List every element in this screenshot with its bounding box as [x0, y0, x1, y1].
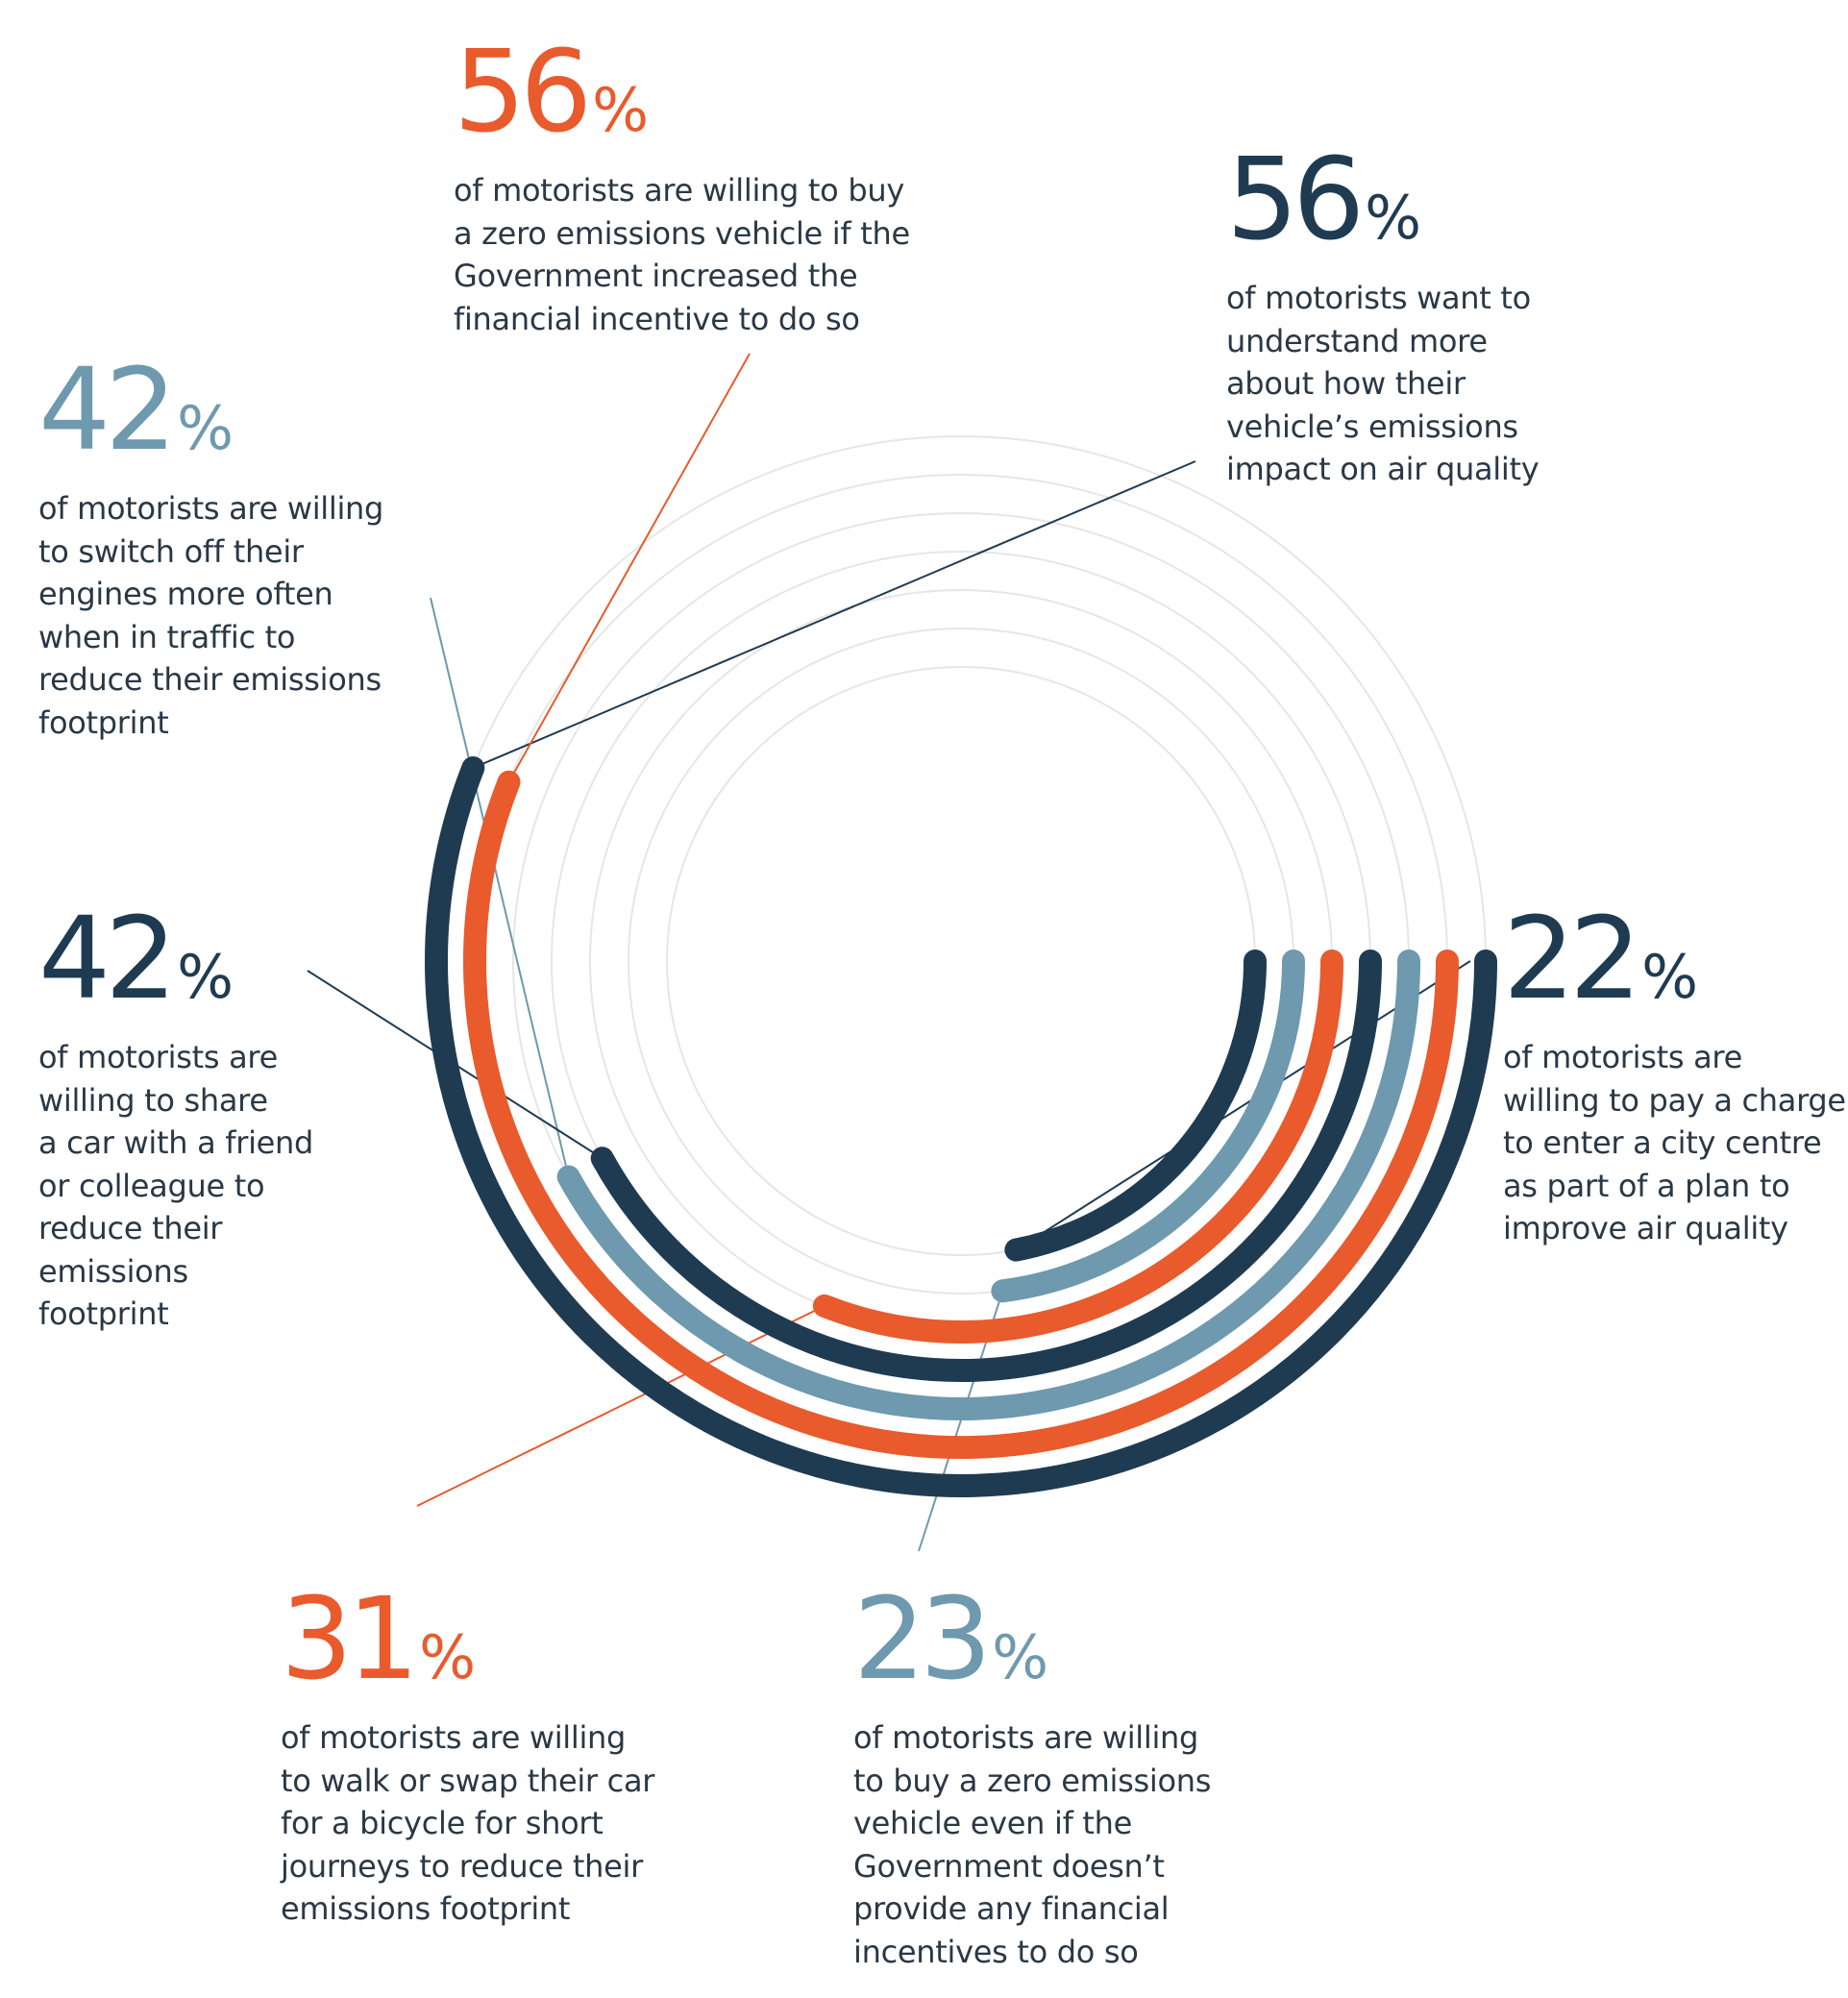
stat-description: of motorists are willing to switch off t… [38, 490, 384, 741]
stat-value: 31% [281, 1582, 654, 1695]
stat-number: 56 [1226, 133, 1365, 265]
stat-walk-or-cycle: 31% of motorists are willing to walk or … [281, 1582, 654, 1931]
percent-sign: % [1365, 183, 1422, 253]
stat-number: 22 [1503, 892, 1641, 1024]
stat-description: of motorists are willing to buy a zero e… [853, 1719, 1212, 1970]
stat-share-car: 42% of motorists are willing to share a … [38, 901, 313, 1336]
stat-description: of motorists want to understand more abo… [1226, 280, 1540, 487]
percent-sign: % [1641, 942, 1699, 1012]
leader-line-2 [430, 597, 570, 1177]
stat-number: 42 [38, 892, 177, 1024]
arc-6 [1004, 950, 1267, 1262]
arc-5 [991, 950, 1305, 1303]
percent-sign: % [177, 393, 234, 463]
percent-sign: % [592, 75, 650, 145]
stat-buy-zev-with-incentive: 56% of motorists are willing to buy a ze… [454, 35, 910, 340]
leader-line-4 [416, 1304, 825, 1507]
arc-2 [556, 950, 1420, 1421]
stat-value: 22% [1503, 901, 1846, 1015]
stat-value: 56% [454, 35, 910, 148]
percent-sign: % [992, 1622, 1049, 1692]
stat-switch-off-engines: 42% of motorists are willing to switch o… [38, 353, 383, 744]
arc-3 [590, 950, 1382, 1382]
stat-description: of motorists are willing to pay a charge… [1503, 1039, 1846, 1246]
data-arcs [425, 756, 1497, 1497]
arc-0 [425, 756, 1497, 1497]
stat-value: 56% [1226, 142, 1539, 256]
leader-line-0 [472, 460, 1196, 769]
arc-4 [812, 950, 1343, 1344]
stat-pay-city-charge: 22% of motorists are willing to pay a ch… [1503, 901, 1846, 1250]
percent-sign: % [177, 942, 234, 1012]
stat-description: of motorists are willing to buy a zero e… [454, 172, 910, 337]
stat-number: 56 [454, 25, 592, 158]
stat-number: 42 [38, 343, 177, 476]
stat-value: 42% [38, 901, 313, 1015]
stat-number: 23 [853, 1572, 992, 1705]
stat-value: 42% [38, 353, 383, 466]
stat-description: of motorists are willing to share a car … [38, 1039, 314, 1332]
stat-value: 23% [853, 1582, 1211, 1695]
stat-number: 31 [281, 1572, 419, 1705]
stat-understand-emissions: 56% of motorists want to understand more… [1226, 142, 1540, 491]
arc-1 [463, 770, 1459, 1459]
stat-buy-zev-without-incentive: 23% of motorists are willing to buy a ze… [853, 1582, 1211, 1973]
leader-line-6 [1015, 960, 1471, 1251]
percent-sign: % [419, 1622, 477, 1692]
leader-line-1 [507, 353, 751, 783]
stat-description: of motorists are willing to walk or swap… [281, 1719, 655, 1927]
